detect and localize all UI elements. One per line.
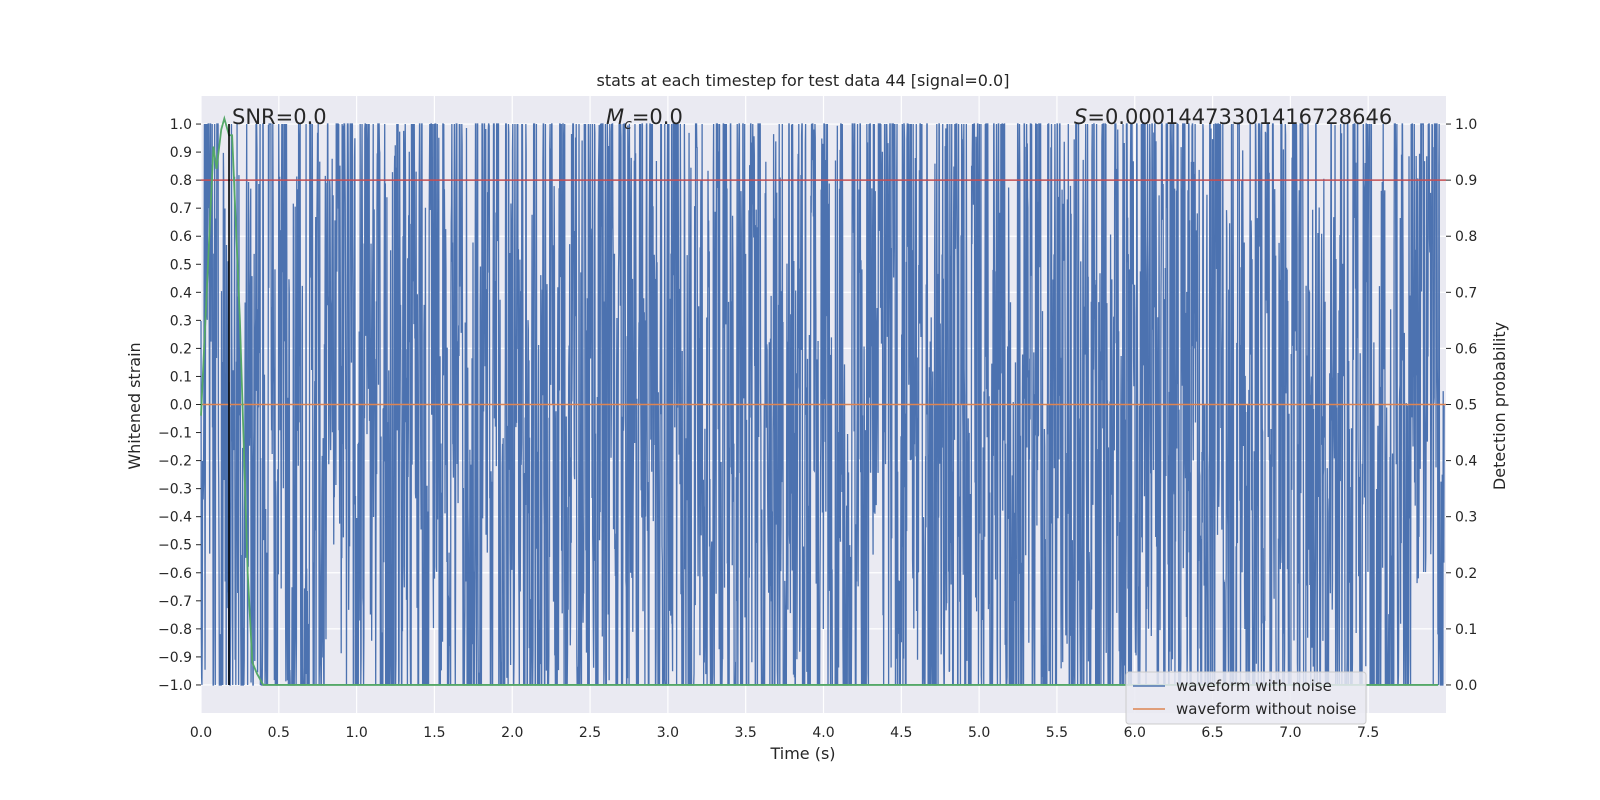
y-tick-label: 0.2 [170, 341, 192, 357]
y-right-tick-label: 0.1 [1455, 622, 1477, 638]
y-right-tick-label: 0.9 [1455, 173, 1477, 189]
x-tick-label: 6.0 [1124, 725, 1146, 741]
y-tick-label: −0.5 [158, 538, 192, 554]
y-tick-label: 0.5 [170, 257, 192, 273]
y-tick-label: −0.4 [158, 510, 192, 526]
legend: waveform with noise waveform without noi… [1125, 671, 1367, 725]
chirp-mass-symbol: M [606, 105, 624, 129]
chart-title: stats at each timestep for test data 44 … [597, 71, 1010, 90]
x-tick-label: 2.0 [501, 725, 523, 741]
y-tick-label: 0.9 [170, 145, 192, 161]
y-right-tick-label: 0.4 [1455, 454, 1477, 470]
x-tick-label: 6.5 [1201, 725, 1223, 741]
x-tick-label: 7.5 [1357, 725, 1379, 741]
x-tick-label: 7.0 [1279, 725, 1301, 741]
probability-trace [200, 115, 1439, 686]
y-tick-label: 0.4 [170, 285, 192, 301]
y-tick-label: 0.7 [170, 201, 192, 217]
y-tick-label: −0.2 [158, 454, 192, 470]
x-tick-label: 1.0 [345, 725, 367, 741]
y-tick-label: 0.6 [170, 229, 192, 245]
s-annotation: S=0.00014473301416728646 [1074, 105, 1392, 129]
y-right-tick-label: 0.3 [1455, 510, 1477, 526]
y-tick-label: 1.0 [170, 117, 192, 133]
x-tick-label: 3.5 [735, 725, 757, 741]
y-right-tick-label: 0.2 [1455, 566, 1477, 582]
y-tick-label: −0.6 [158, 566, 192, 582]
y-right-axis-ticks: 1.0 0.9 0.8 0.7 0.6 0.5 0.4 0.3 0.2 0.1 0.0 [1446, 117, 1477, 694]
y-right-tick-label: 1.0 [1455, 117, 1477, 133]
y-right-tick-label: 0.0 [1455, 678, 1477, 694]
s-symbol: S [1074, 105, 1087, 129]
y-tick-label: −0.7 [158, 594, 192, 610]
chirp-mass-subscript: c [624, 117, 632, 133]
y-tick-label: −0.3 [158, 482, 192, 498]
legend-label-noise: waveform with noise [1176, 677, 1332, 695]
y-tick-label: 0.8 [170, 173, 192, 189]
x-axis-ticks: 0.0 0.5 1.0 1.5 2.0 2.5 3.0 3.5 4.0 4.5 5.0 5.5 6.0 6… [190, 725, 1379, 741]
chirp-mass-value: =0.0 [632, 105, 683, 129]
y-tick-label: −0.9 [158, 650, 192, 666]
x-axis-label: Time (s) [769, 744, 835, 763]
y-axis-ticks: 1.0 0.9 0.8 0.7 0.6 0.5 0.4 0.3 0.2 0.1 0.0 −0.1 −0.… [158, 117, 201, 694]
x-tick-label: 4.5 [890, 725, 912, 741]
y-right-tick-label: 0.5 [1455, 398, 1477, 414]
y-right-tick-label: 0.7 [1455, 285, 1477, 301]
y-tick-label: 0.1 [170, 369, 192, 385]
noise-trace [200, 123, 1445, 686]
snr-annotation: SNR=0.0 [232, 105, 327, 129]
y-tick-label: −0.8 [158, 622, 192, 638]
chirp-mass-annotation: Mc=0.0 [606, 105, 683, 133]
y-tick-label: −1.0 [158, 678, 192, 694]
y-axis-label: Whitened strain [125, 342, 144, 469]
x-tick-label: 1.5 [423, 725, 445, 741]
x-tick-label: 5.0 [968, 725, 990, 741]
y-right-tick-label: 0.6 [1455, 341, 1477, 357]
x-tick-label: 5.5 [1046, 725, 1068, 741]
legend-box [1125, 671, 1367, 725]
y-right-tick-label: 0.8 [1455, 229, 1477, 245]
y-tick-label: 0.3 [170, 313, 192, 329]
legend-label-clean: waveform without noise [1176, 700, 1356, 718]
x-tick-label: 4.0 [812, 725, 834, 741]
x-tick-label: 0.0 [190, 725, 212, 741]
x-tick-label: 2.5 [579, 725, 601, 741]
s-value: =0.00014473301416728646 [1087, 105, 1392, 129]
series-waveform-with-noise [200, 123, 1445, 686]
x-tick-label: 3.0 [657, 725, 679, 741]
y-tick-label: 0.0 [170, 398, 192, 414]
y-right-axis-label: Detection probability [1490, 322, 1509, 490]
series-detection-probability [200, 115, 1439, 686]
y-tick-label: −0.1 [158, 426, 192, 442]
x-tick-label: 0.5 [268, 725, 290, 741]
